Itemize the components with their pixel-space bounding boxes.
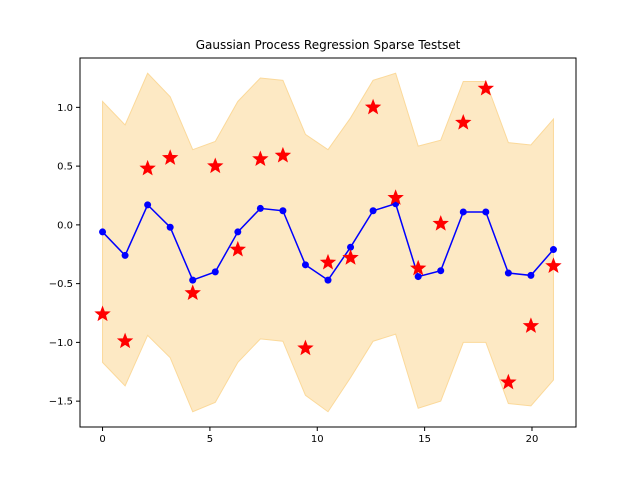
test-point — [319, 253, 337, 270]
mean-point — [166, 223, 174, 231]
test-point — [545, 257, 562, 273]
test-point — [116, 332, 134, 349]
mean-point — [189, 276, 197, 284]
test-point — [387, 189, 404, 205]
test-point — [522, 317, 540, 333]
axes-frame — [79, 57, 577, 428]
test-point — [229, 240, 247, 257]
test-point — [94, 305, 111, 322]
x-axis: 0 5 10 15 20 — [99, 427, 538, 445]
y-axis: −1.5 −1.0 −0.5 0.0 0.5 1.0 — [49, 103, 80, 408]
mean-point — [121, 251, 129, 259]
mean-point — [324, 276, 332, 284]
y-tick-label: 1.0 — [57, 103, 73, 114]
test-point — [500, 373, 517, 390]
y-tick-label: 0.5 — [57, 162, 73, 173]
mean-point — [144, 201, 152, 209]
y-tick-label: −1.0 — [49, 338, 73, 349]
mean-point — [301, 261, 309, 269]
test-point — [477, 79, 495, 96]
plot-area: 0 5 10 15 20 −1.5 −1.0 −0.5 0.0 0.5 1.0 — [49, 57, 577, 445]
mean-point — [414, 273, 422, 281]
test-point — [364, 98, 382, 115]
x-tick-label: 15 — [418, 434, 431, 445]
mean-point — [99, 228, 107, 236]
test-points-series — [94, 79, 562, 390]
test-point — [184, 284, 201, 301]
mean-point — [504, 269, 512, 277]
mean-point — [234, 228, 242, 236]
chart-title: Gaussian Process Regression Sparse Tests… — [196, 38, 461, 52]
y-tick-label: 0.0 — [57, 220, 73, 231]
mean-point — [437, 267, 445, 275]
mean-point — [369, 207, 377, 215]
mean-point — [527, 271, 535, 279]
mean-point — [211, 268, 219, 276]
mean-point — [459, 208, 467, 216]
mean-point — [279, 207, 287, 215]
mean-point — [347, 243, 355, 251]
mean-point — [256, 204, 264, 212]
test-point — [409, 259, 427, 276]
test-point — [455, 114, 472, 130]
test-point — [274, 146, 292, 163]
mean-point — [549, 246, 557, 254]
test-point — [297, 339, 314, 356]
test-point — [252, 150, 269, 167]
y-tick-label: −1.5 — [49, 397, 73, 408]
mean-series — [99, 200, 557, 284]
test-point — [161, 149, 179, 165]
x-tick-label: 0 — [99, 434, 105, 445]
x-tick-label: 10 — [311, 434, 324, 445]
x-tick-label: 20 — [526, 434, 539, 445]
test-point — [207, 157, 224, 174]
x-tick-label: 5 — [207, 434, 213, 445]
test-point — [342, 249, 359, 265]
test-point — [139, 159, 156, 176]
test-point — [432, 215, 449, 231]
y-tick-label: −0.5 — [49, 279, 73, 290]
mean-point — [482, 208, 490, 216]
